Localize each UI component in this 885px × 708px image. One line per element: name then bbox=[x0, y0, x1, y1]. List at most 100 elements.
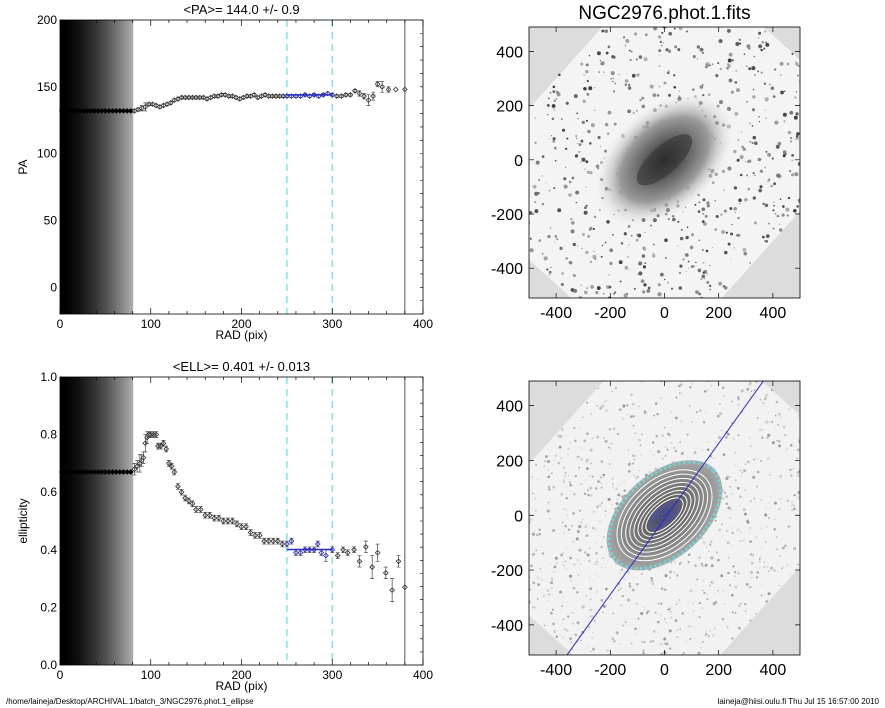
star bbox=[575, 201, 578, 204]
star bbox=[855, 118, 857, 120]
isophote-contour bbox=[620, 473, 709, 557]
noise bbox=[561, 605, 564, 608]
noise bbox=[636, 582, 639, 586]
star bbox=[764, 109, 766, 111]
star bbox=[622, 298, 625, 301]
star bbox=[772, 95, 776, 99]
star bbox=[547, 234, 551, 239]
noise bbox=[605, 604, 608, 607]
star bbox=[600, 255, 603, 258]
noise bbox=[749, 527, 752, 530]
star bbox=[592, 227, 595, 231]
data-point bbox=[273, 93, 279, 100]
noise bbox=[617, 461, 619, 464]
noise bbox=[800, 416, 802, 418]
noise bbox=[616, 498, 619, 501]
star bbox=[585, 70, 589, 74]
noise bbox=[716, 589, 719, 592]
tick bbox=[529, 381, 800, 655]
shaded-band bbox=[114, 377, 117, 665]
error-bar bbox=[357, 555, 362, 568]
noise bbox=[677, 342, 679, 344]
noise bbox=[724, 603, 726, 606]
noise bbox=[583, 551, 587, 554]
noise bbox=[551, 608, 554, 611]
noise bbox=[579, 521, 583, 525]
noise bbox=[654, 402, 658, 405]
noise bbox=[713, 457, 715, 459]
noise bbox=[585, 467, 589, 471]
noise bbox=[599, 406, 602, 410]
star bbox=[677, 245, 679, 247]
star bbox=[686, 226, 689, 229]
noise bbox=[755, 485, 759, 488]
star bbox=[773, 201, 775, 203]
star bbox=[565, 257, 568, 260]
pa-line bbox=[566, 381, 764, 655]
star bbox=[715, 215, 719, 219]
star bbox=[642, 246, 646, 250]
noise bbox=[529, 521, 531, 524]
star bbox=[744, 160, 746, 163]
star bbox=[575, 137, 578, 140]
noise bbox=[680, 452, 684, 455]
star bbox=[789, 136, 793, 140]
star bbox=[663, 278, 666, 281]
noise bbox=[723, 395, 726, 398]
noise bbox=[535, 607, 537, 609]
noise bbox=[566, 453, 570, 456]
noise bbox=[497, 496, 500, 499]
noise bbox=[539, 567, 542, 570]
noise bbox=[629, 383, 632, 386]
star bbox=[776, 173, 781, 178]
noise bbox=[659, 347, 661, 349]
noise bbox=[682, 651, 686, 655]
noise bbox=[748, 437, 751, 439]
shaded-band bbox=[101, 377, 105, 665]
data-point bbox=[134, 463, 141, 470]
noise bbox=[778, 508, 781, 510]
shaded-band bbox=[63, 20, 67, 314]
shaded-band bbox=[99, 377, 103, 665]
shaded-band bbox=[109, 377, 112, 665]
star bbox=[783, 120, 786, 123]
noise bbox=[602, 611, 604, 614]
star bbox=[472, 197, 476, 201]
noise bbox=[692, 625, 694, 628]
star bbox=[711, 246, 714, 249]
star bbox=[589, 171, 593, 175]
noise bbox=[664, 642, 667, 645]
noise bbox=[819, 440, 820, 441]
noise bbox=[758, 428, 762, 432]
noise bbox=[687, 456, 689, 458]
noise bbox=[749, 382, 752, 385]
star bbox=[548, 274, 551, 276]
star bbox=[720, 40, 722, 42]
noise bbox=[748, 384, 751, 387]
noise bbox=[520, 499, 522, 501]
data-point bbox=[185, 94, 192, 101]
star bbox=[791, 153, 794, 157]
noise bbox=[608, 428, 612, 431]
star bbox=[706, 201, 710, 205]
star bbox=[590, 123, 595, 128]
shaded-band bbox=[107, 377, 110, 665]
noise bbox=[550, 472, 553, 475]
noise bbox=[648, 470, 652, 474]
star bbox=[758, 44, 763, 49]
star bbox=[554, 241, 556, 243]
noise bbox=[703, 390, 707, 393]
star bbox=[638, 329, 639, 330]
noise bbox=[572, 540, 575, 543]
noise bbox=[564, 508, 567, 511]
noise bbox=[713, 627, 716, 630]
noise bbox=[746, 387, 750, 391]
noise bbox=[655, 360, 658, 363]
star bbox=[730, 232, 734, 236]
noise bbox=[695, 446, 698, 449]
noise bbox=[643, 684, 645, 686]
data-point bbox=[127, 469, 134, 475]
star bbox=[860, 125, 863, 128]
shaded-band bbox=[105, 20, 108, 314]
noise bbox=[837, 456, 840, 459]
